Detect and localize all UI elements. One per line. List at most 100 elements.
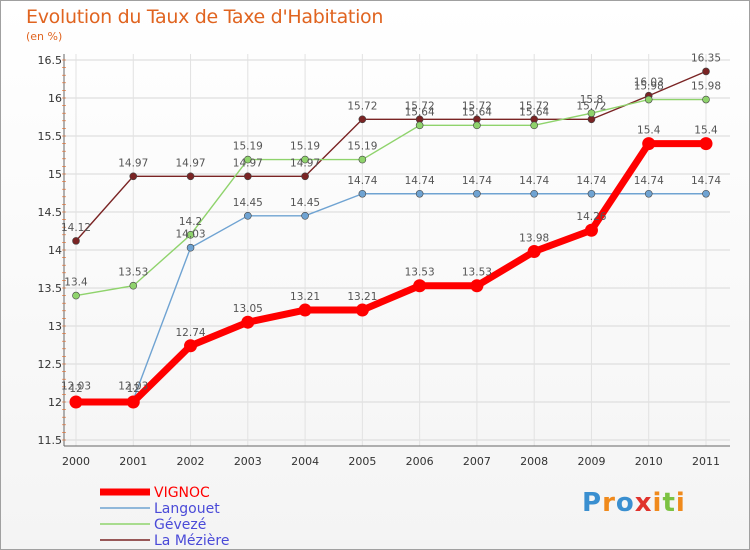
data-label: 14.74 — [462, 175, 492, 187]
data-point — [473, 121, 481, 130]
data-point — [644, 95, 653, 104]
data-label: 14.26 — [576, 211, 606, 223]
data-point — [186, 231, 195, 239]
y-tick-label: 16.5 — [38, 54, 63, 67]
y-tick-label: 16 — [48, 92, 62, 105]
data-label: 14.74 — [691, 175, 721, 187]
proxiti-logo: Proxiti — [582, 488, 686, 518]
x-tick-label: 2000 — [62, 455, 90, 468]
data-label: 15.19 — [290, 141, 320, 153]
data-label: 15.4 — [637, 125, 661, 137]
data-point — [244, 155, 252, 164]
data-label: 15.64 — [462, 106, 492, 118]
data-point — [355, 303, 369, 317]
data-label: 15.64 — [405, 106, 435, 118]
chart-title: Evolution du Taux de Taxe d'Habitation — [26, 6, 384, 28]
data-label: 14.97 — [233, 157, 263, 169]
data-label: 12.03 — [61, 381, 91, 393]
y-tick-label: 15.5 — [38, 130, 63, 143]
data-point — [186, 172, 195, 181]
data-label: 15.8 — [580, 94, 603, 106]
x-tick-label: 2010 — [635, 455, 663, 468]
data-point — [358, 155, 367, 164]
data-point — [301, 212, 309, 220]
y-tick-label: 15 — [48, 168, 62, 181]
data-label: 14.97 — [290, 157, 320, 169]
y-tick-label: 12.5 — [38, 358, 63, 371]
data-point — [244, 172, 252, 181]
data-point — [244, 212, 252, 220]
data-point — [470, 279, 484, 293]
data-label: 15.4 — [694, 125, 718, 137]
data-label: 14.97 — [176, 157, 206, 169]
data-point — [72, 237, 80, 245]
x-tick-label: 2011 — [692, 455, 720, 468]
data-point — [301, 172, 309, 181]
data-point — [184, 339, 198, 353]
data-point — [413, 279, 427, 293]
y-tick-label: 13 — [48, 320, 62, 333]
data-label: 15.98 — [691, 81, 721, 93]
data-label: 13.98 — [519, 233, 549, 245]
data-label: 15.72 — [347, 100, 377, 112]
data-label: 14.03 — [176, 229, 206, 241]
data-label: 16.35 — [691, 52, 721, 64]
data-point — [702, 67, 710, 76]
data-label: 15.72 — [462, 100, 492, 112]
data-label: 14.45 — [290, 197, 320, 209]
data-point — [644, 189, 653, 198]
y-tick-label: 11.5 — [38, 434, 63, 447]
data-label: 13.4 — [64, 277, 88, 289]
data-point — [241, 315, 255, 329]
x-tick-label: 2003 — [234, 455, 262, 468]
data-label: 15.19 — [347, 141, 377, 153]
data-label: 13.53 — [118, 267, 148, 279]
data-label: 15.72 — [405, 100, 435, 112]
data-label: 12.03 — [118, 381, 148, 393]
series-line-la-mézière — [75, 70, 707, 242]
data-label: 12.74 — [176, 327, 206, 339]
x-tick-label: 2007 — [463, 455, 491, 468]
y-tick-label: 12 — [48, 396, 62, 409]
data-label: 15.72 — [519, 100, 549, 112]
data-label: 12 — [127, 383, 140, 395]
data-point — [358, 189, 367, 198]
chart-subtitle: (en %) — [26, 30, 63, 43]
data-label: 14.97 — [118, 157, 148, 169]
data-label: 15.19 — [233, 141, 263, 153]
y-tick-label: 14 — [48, 244, 62, 257]
data-point — [415, 121, 424, 130]
legend-label: VIGNOC — [154, 485, 210, 501]
series-line-langouet — [76, 193, 706, 401]
data-point — [72, 291, 80, 300]
data-point — [642, 137, 656, 151]
data-point — [473, 189, 481, 198]
data-point — [587, 109, 596, 117]
series-line-gévezé — [75, 98, 706, 297]
x-tick-label: 2002 — [177, 455, 205, 468]
data-point — [186, 243, 195, 252]
data-label: 14.74 — [576, 175, 606, 187]
data-label: 14.74 — [519, 175, 549, 187]
data-point — [301, 155, 309, 164]
data-point — [129, 281, 138, 290]
y-tick-label: 13.5 — [38, 282, 63, 295]
data-label: 15.72 — [576, 100, 606, 112]
data-label: 14.45 — [233, 197, 263, 209]
series-line-vignoc — [76, 140, 706, 406]
x-tick-label: 2001 — [119, 455, 147, 468]
data-point — [415, 189, 424, 198]
data-label: 14.2 — [179, 216, 202, 228]
data-label: 13.21 — [290, 291, 320, 303]
y-tick-label: 14.5 — [38, 206, 63, 219]
data-label: 15.64 — [519, 106, 549, 118]
legend-label: Langouet — [154, 501, 220, 517]
data-label: 12 — [69, 383, 82, 395]
data-point — [699, 137, 713, 151]
data-point — [129, 172, 138, 181]
data-point — [702, 95, 710, 104]
data-label: 13.53 — [405, 267, 435, 279]
data-point — [298, 303, 312, 317]
